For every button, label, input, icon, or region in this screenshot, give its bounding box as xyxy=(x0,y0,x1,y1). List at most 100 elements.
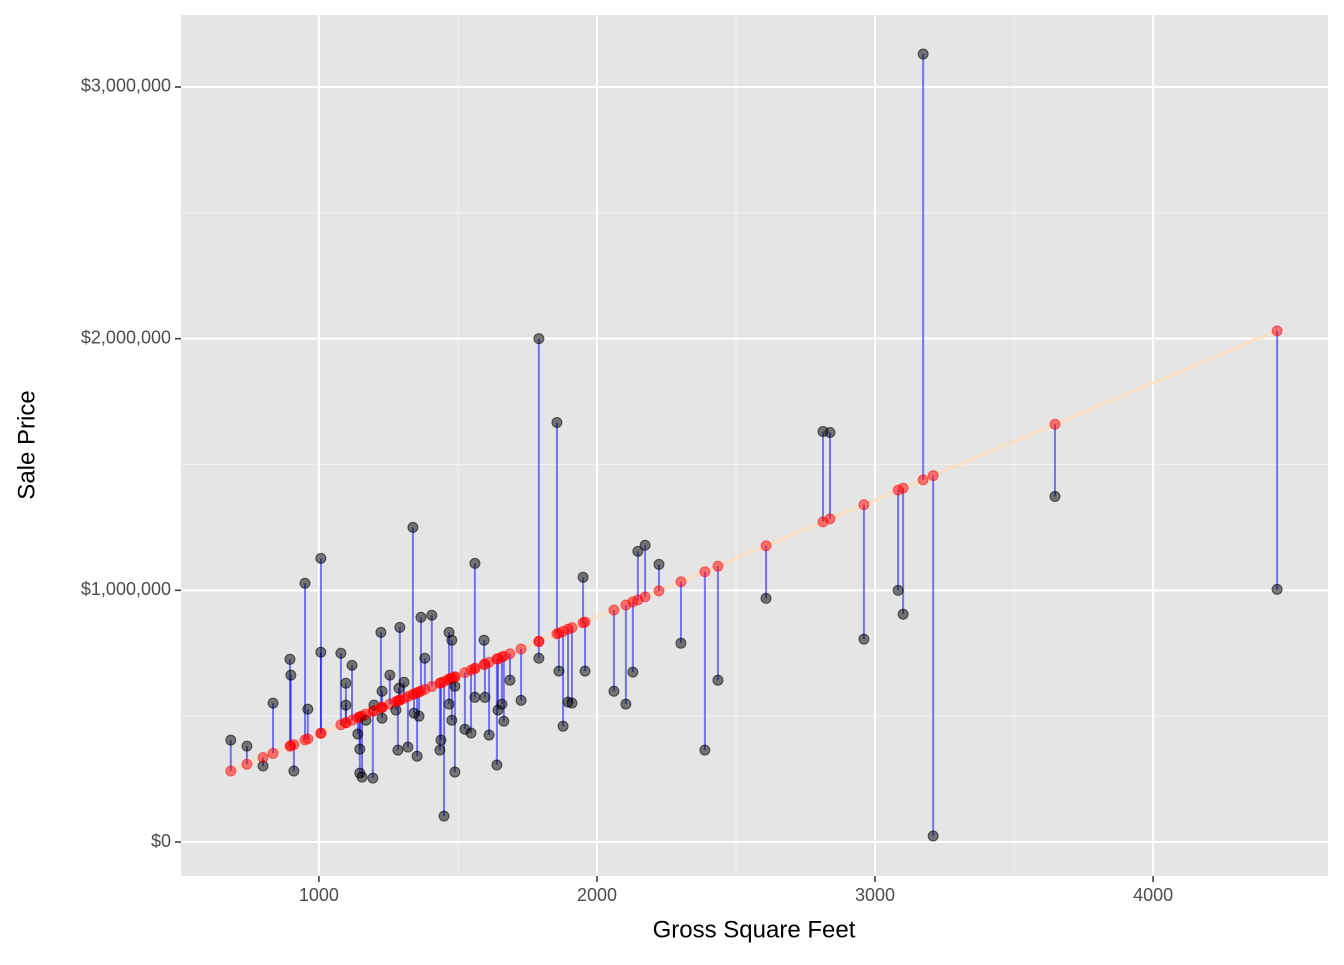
fitted-point xyxy=(315,727,327,739)
observed-point xyxy=(315,646,327,658)
fitted-point xyxy=(927,470,939,482)
observed-point xyxy=(302,703,314,715)
observed-point xyxy=(483,729,495,741)
x-axis-title: Gross Square Feet xyxy=(653,916,856,943)
observed-point xyxy=(515,694,527,706)
fitted-point xyxy=(504,648,516,660)
observed-point xyxy=(413,710,425,722)
observed-point xyxy=(632,545,644,557)
observed-point xyxy=(566,697,578,709)
observed-point xyxy=(335,647,347,659)
observed-point xyxy=(315,552,327,564)
x-tick-label: 2000 xyxy=(577,885,617,905)
observed-point xyxy=(858,633,870,645)
fitted-point xyxy=(241,758,253,770)
observed-point xyxy=(551,416,563,428)
observed-point xyxy=(557,720,569,732)
observed-point xyxy=(504,674,516,686)
x-tick-label: 4000 xyxy=(1133,885,1173,905)
observed-point xyxy=(478,634,490,646)
fitted-point xyxy=(760,540,772,552)
observed-point xyxy=(407,521,419,533)
observed-point xyxy=(627,666,639,678)
observed-point xyxy=(469,557,481,569)
observed-point xyxy=(340,699,352,711)
observed-point xyxy=(498,715,510,727)
observed-point xyxy=(398,676,410,688)
y-axis-title: Sale Price xyxy=(13,390,40,499)
observed-point xyxy=(241,740,253,752)
observed-point xyxy=(553,665,565,677)
observed-point xyxy=(917,48,929,60)
observed-point xyxy=(426,609,438,621)
observed-point xyxy=(434,744,446,756)
observed-point xyxy=(639,539,651,551)
fitted-point xyxy=(675,576,687,588)
observed-point xyxy=(1271,583,1283,595)
fitted-point xyxy=(858,499,870,511)
fitted-point xyxy=(699,566,711,578)
observed-point xyxy=(356,771,368,783)
observed-point xyxy=(446,714,458,726)
fitted-point xyxy=(639,591,651,603)
fitted-point xyxy=(897,482,909,494)
observed-point xyxy=(579,665,591,677)
observed-point xyxy=(411,750,423,762)
observed-point xyxy=(267,697,279,709)
observed-point xyxy=(577,571,589,583)
observed-point xyxy=(415,611,427,623)
fitted-point xyxy=(288,739,300,751)
y-tick-label: $2,000,000 xyxy=(81,327,171,347)
observed-point xyxy=(897,608,909,620)
observed-point xyxy=(449,680,461,692)
observed-point xyxy=(376,685,388,697)
observed-point xyxy=(284,653,296,665)
observed-point xyxy=(354,743,366,755)
observed-point xyxy=(760,592,772,604)
fitted-point xyxy=(1049,418,1061,430)
observed-point xyxy=(608,685,620,697)
observed-point xyxy=(496,698,508,710)
fitted-point xyxy=(566,622,578,634)
fitted-point xyxy=(824,513,836,525)
observed-point xyxy=(479,691,491,703)
x-tick-label: 1000 xyxy=(299,885,339,905)
observed-point xyxy=(299,577,311,589)
observed-point xyxy=(927,830,939,842)
observed-point xyxy=(465,727,477,739)
observed-point xyxy=(446,634,458,646)
fitted-point xyxy=(225,765,237,777)
observed-point xyxy=(435,734,447,746)
observed-point xyxy=(346,659,358,671)
observed-point xyxy=(449,766,461,778)
observed-point xyxy=(443,698,455,710)
observed-point xyxy=(533,652,545,664)
observed-point xyxy=(375,626,387,638)
fitted-point xyxy=(533,635,545,647)
y-tick-label: $1,000,000 xyxy=(81,579,171,599)
observed-point xyxy=(712,674,724,686)
observed-point xyxy=(285,669,297,681)
observed-point xyxy=(533,333,545,345)
y-tick-label: $0 xyxy=(151,831,171,851)
observed-point xyxy=(620,698,632,710)
fitted-point xyxy=(469,662,481,674)
fitted-point xyxy=(579,616,591,628)
observed-point xyxy=(367,772,379,784)
observed-point xyxy=(394,621,406,633)
observed-point xyxy=(352,728,364,740)
fitted-point xyxy=(257,751,269,763)
y-tick-label: $3,000,000 xyxy=(81,76,171,96)
observed-point xyxy=(675,637,687,649)
observed-point xyxy=(892,584,904,596)
fitted-point xyxy=(449,671,461,683)
observed-point xyxy=(288,765,300,777)
fitted-point xyxy=(712,560,724,572)
fitted-point xyxy=(917,474,929,486)
fitted-point xyxy=(1271,325,1283,337)
observed-point xyxy=(376,712,388,724)
observed-point xyxy=(469,691,481,703)
x-tick-label: 3000 xyxy=(855,885,895,905)
observed-point xyxy=(419,652,431,664)
